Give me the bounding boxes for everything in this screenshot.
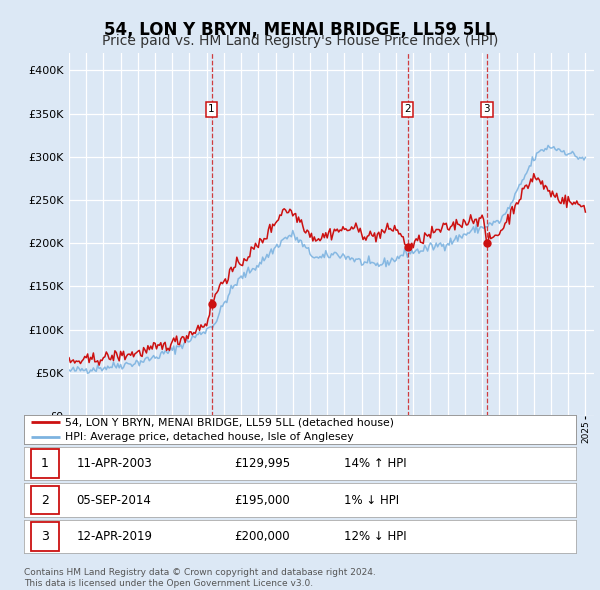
FancyBboxPatch shape (31, 450, 59, 477)
Text: £129,995: £129,995 (234, 457, 290, 470)
Text: 12-APR-2019: 12-APR-2019 (76, 530, 152, 543)
Text: £195,000: £195,000 (234, 493, 290, 507)
Text: 54, LON Y BRYN, MENAI BRIDGE, LL59 5LL: 54, LON Y BRYN, MENAI BRIDGE, LL59 5LL (104, 21, 496, 39)
Text: This data is licensed under the Open Government Licence v3.0.: This data is licensed under the Open Gov… (24, 579, 313, 588)
FancyBboxPatch shape (31, 486, 59, 514)
FancyBboxPatch shape (31, 523, 59, 550)
Text: 05-SEP-2014: 05-SEP-2014 (76, 493, 151, 507)
Text: 2: 2 (404, 104, 411, 114)
Text: Contains HM Land Registry data © Crown copyright and database right 2024.: Contains HM Land Registry data © Crown c… (24, 568, 376, 577)
Text: 12% ↓ HPI: 12% ↓ HPI (344, 530, 407, 543)
Text: 2: 2 (41, 493, 49, 507)
Text: HPI: Average price, detached house, Isle of Anglesey: HPI: Average price, detached house, Isle… (65, 432, 354, 441)
Text: 1% ↓ HPI: 1% ↓ HPI (344, 493, 399, 507)
Text: 11-APR-2003: 11-APR-2003 (76, 457, 152, 470)
Text: 3: 3 (484, 104, 490, 114)
Text: Price paid vs. HM Land Registry's House Price Index (HPI): Price paid vs. HM Land Registry's House … (102, 34, 498, 48)
Text: 1: 1 (41, 457, 49, 470)
Text: 3: 3 (41, 530, 49, 543)
Text: £200,000: £200,000 (234, 530, 289, 543)
Text: 14% ↑ HPI: 14% ↑ HPI (344, 457, 407, 470)
Text: 1: 1 (208, 104, 215, 114)
Text: 54, LON Y BRYN, MENAI BRIDGE, LL59 5LL (detached house): 54, LON Y BRYN, MENAI BRIDGE, LL59 5LL (… (65, 418, 394, 427)
